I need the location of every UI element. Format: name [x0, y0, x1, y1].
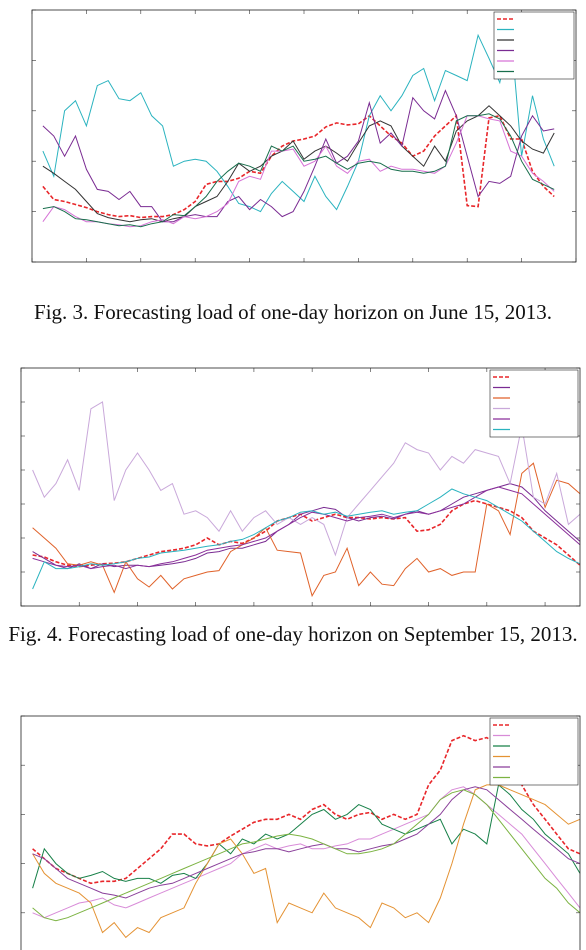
june-forecast-chart	[31, 9, 577, 263]
series-line-sarima	[32, 401, 581, 557]
september-forecast-chart	[20, 367, 581, 607]
series-line-ann	[42, 105, 555, 223]
series-group	[32, 401, 581, 598]
figure-3-caption: Fig. 3. Forecasting load of one-day hori…	[34, 300, 552, 324]
figure-4-caption: Fig. 4. Forecasting load of one-day hori…	[8, 622, 578, 646]
series-line-lstm-with-atr	[32, 786, 581, 899]
series-line-lstm	[42, 115, 555, 228]
series-group	[32, 734, 581, 939]
series-group	[42, 30, 555, 228]
series-line-sarima	[32, 784, 581, 939]
series-line-sarima	[42, 89, 555, 223]
series-line-lstm	[32, 488, 581, 590]
series-line-arima	[42, 30, 555, 213]
plot-frame	[20, 715, 581, 950]
series-line-lstm-with-atr	[42, 113, 555, 228]
legend-box	[489, 717, 579, 786]
plot-frame	[20, 367, 581, 607]
series-line-arima	[32, 783, 581, 889]
series-line-arima	[32, 462, 581, 598]
series-line-ann	[32, 483, 581, 570]
december-forecast-chart	[20, 715, 581, 950]
series-line-actual	[42, 114, 555, 219]
series-line-ann	[32, 786, 581, 919]
plot-frame	[31, 9, 577, 263]
legend-box	[493, 11, 575, 80]
series-line-lstm	[32, 789, 581, 922]
series-line-lstm-with-atr	[32, 486, 581, 570]
legend-box	[489, 369, 579, 438]
